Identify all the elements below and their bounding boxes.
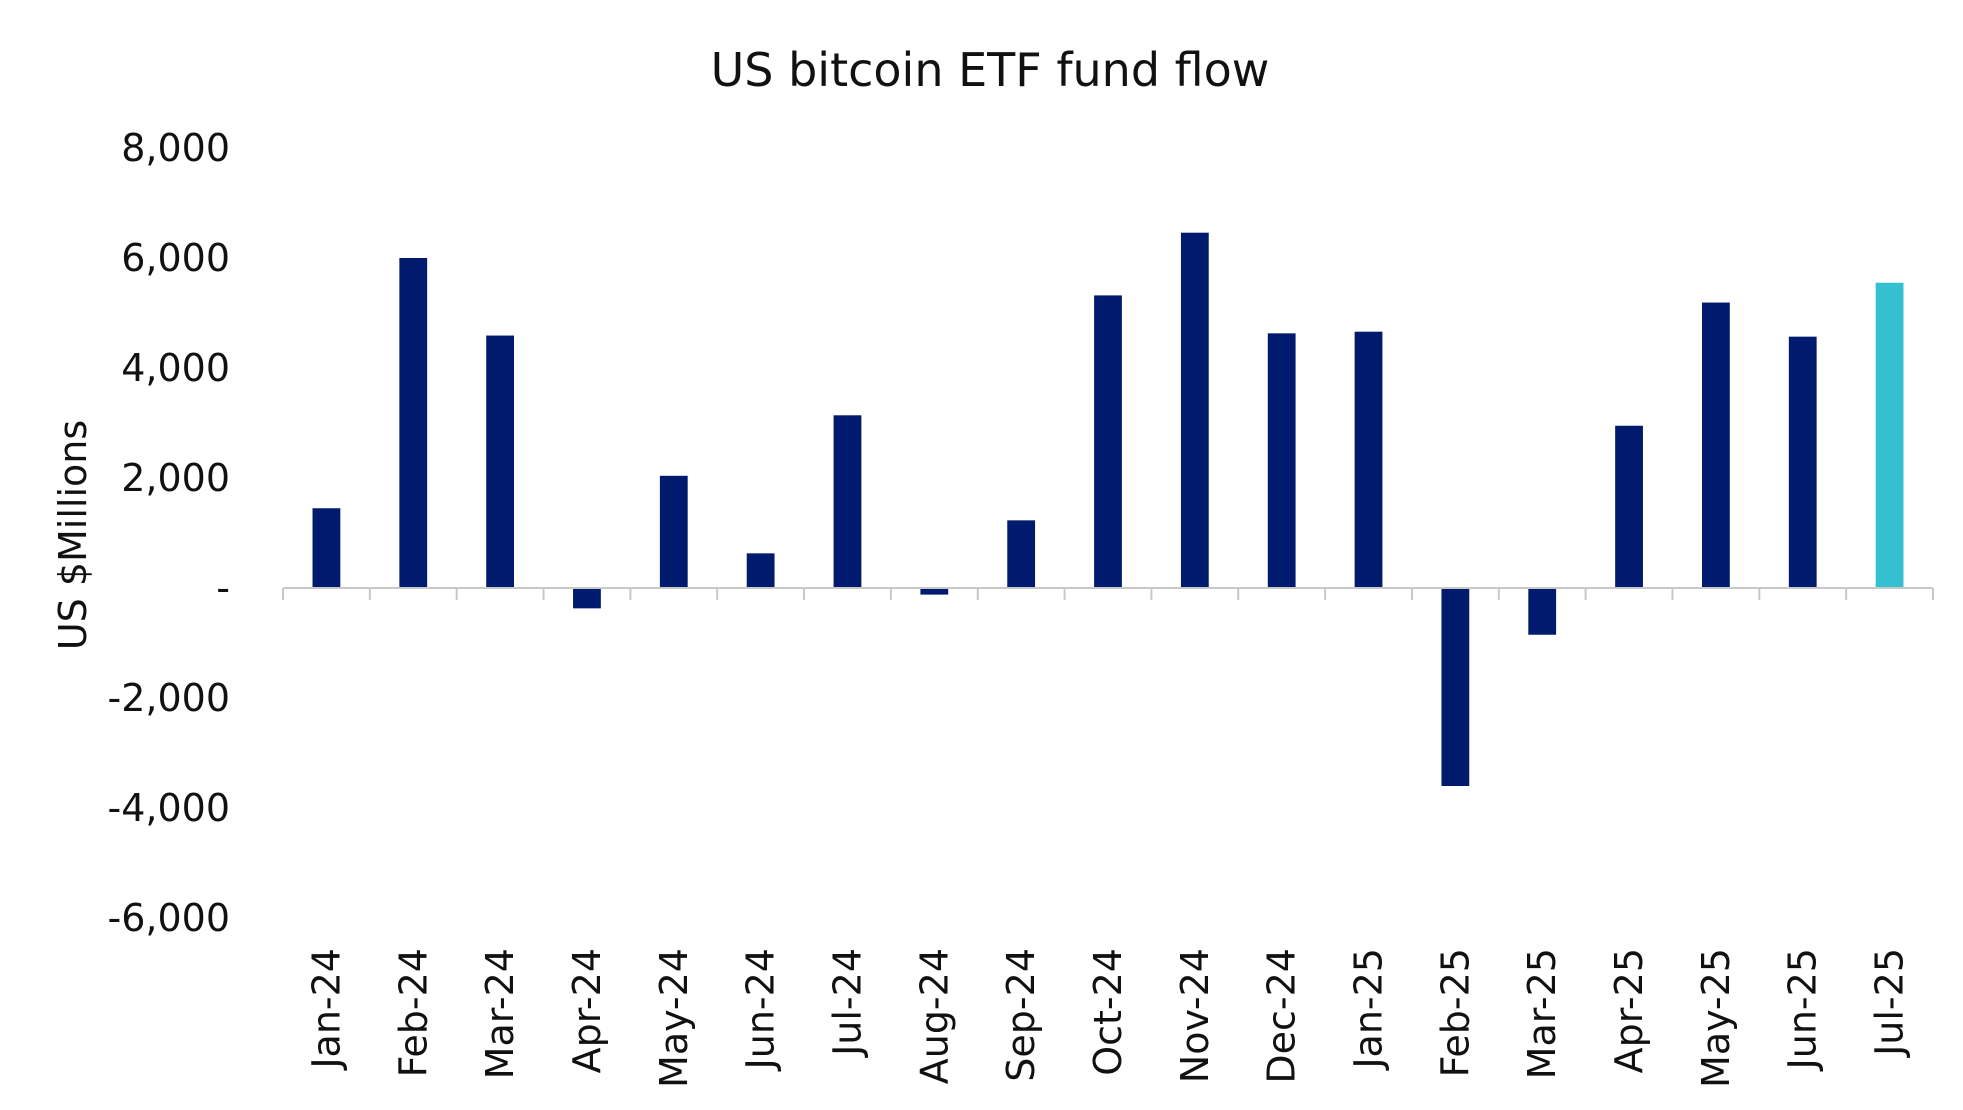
x-tick-label: Aug-24 bbox=[912, 948, 956, 1084]
y-tick-label: -4,000 bbox=[108, 786, 231, 830]
x-tick-label: Jan-24 bbox=[304, 948, 348, 1071]
x-tick-label: Jun-24 bbox=[739, 948, 783, 1071]
x-tick-label: Nov-24 bbox=[1173, 948, 1217, 1083]
bar-may-25 bbox=[1702, 302, 1730, 588]
x-tick-label: Jan-25 bbox=[1347, 948, 1391, 1071]
x-tick-label: Apr-24 bbox=[565, 948, 609, 1073]
bar-jan-24 bbox=[312, 508, 341, 588]
y-tick-label: -6,000 bbox=[108, 896, 231, 940]
y-tick-label: 4,000 bbox=[121, 346, 230, 390]
chart-title: US bitcoin ETF fund flow bbox=[711, 43, 1270, 97]
bar-nov-24 bbox=[1180, 232, 1209, 588]
bar-apr-24 bbox=[573, 588, 601, 609]
y-tick-label: 8,000 bbox=[121, 126, 230, 170]
x-tick-label: Jun-25 bbox=[1781, 948, 1825, 1071]
x-tick-label: Sep-24 bbox=[999, 948, 1043, 1082]
x-tick-label: Dec-24 bbox=[1260, 948, 1304, 1084]
x-tick-label: Mar-24 bbox=[478, 948, 522, 1079]
x-tick-label: Jul-24 bbox=[825, 948, 869, 1058]
y-tick-label: -2,000 bbox=[108, 676, 231, 720]
y-tick-label: 6,000 bbox=[121, 236, 230, 280]
x-tick-label: Feb-25 bbox=[1433, 948, 1477, 1077]
y-axis-ticks: 8,000 6,000 4,000 2,000 - -2,000 -4,000 -6,000 bbox=[108, 126, 231, 940]
bar-aug-24 bbox=[920, 588, 949, 595]
bar-sep-24 bbox=[1007, 520, 1036, 588]
bar-dec-24 bbox=[1267, 333, 1296, 588]
bar-feb-25 bbox=[1441, 588, 1470, 786]
x-tick-label: Oct-24 bbox=[1086, 948, 1130, 1076]
x-axis-tick-labels: Jan-24 Feb-24 Mar-24 Apr-24 May-24 Jun-24 Jul-… bbox=[304, 948, 1911, 1088]
bar-feb-24 bbox=[399, 258, 428, 588]
bars-group bbox=[312, 232, 1904, 786]
x-tick-label: Jul-25 bbox=[1868, 948, 1912, 1058]
bar-oct-24 bbox=[1094, 295, 1122, 588]
bar-jul-24 bbox=[833, 415, 862, 588]
x-tick-label: May-24 bbox=[652, 948, 696, 1088]
y-tick-label: - bbox=[216, 566, 230, 610]
bar-jun-24 bbox=[746, 553, 775, 588]
x-tick-label: Apr-25 bbox=[1607, 948, 1651, 1073]
x-tick-label: May-25 bbox=[1694, 948, 1738, 1088]
x-tick-label: Mar-25 bbox=[1520, 948, 1564, 1079]
bar-mar-24 bbox=[486, 335, 514, 588]
y-axis-label: US $Millions bbox=[51, 420, 95, 650]
bar-may-24 bbox=[659, 475, 688, 588]
bar-mar-25 bbox=[1528, 588, 1557, 635]
x-tick-label: Feb-24 bbox=[391, 948, 435, 1077]
bar-apr-25 bbox=[1615, 425, 1643, 588]
x-axis bbox=[282, 587, 1934, 600]
bar-jan-25 bbox=[1354, 331, 1383, 588]
bar-jun-25 bbox=[1788, 336, 1817, 588]
y-tick-label: 2,000 bbox=[121, 456, 230, 500]
bar-jul-25 bbox=[1875, 282, 1904, 588]
